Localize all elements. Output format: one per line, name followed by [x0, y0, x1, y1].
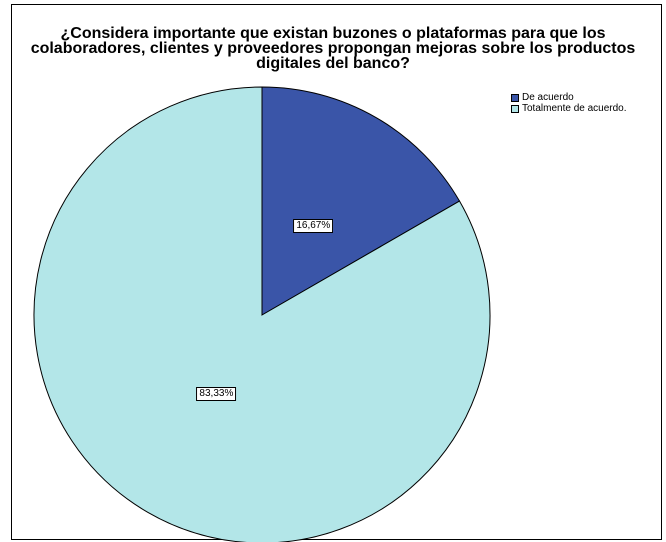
- legend-item-totalmente-de-acuerdo: Totalmente de acuerdo.: [511, 103, 627, 114]
- legend: De acuerdo Totalmente de acuerdo.: [511, 92, 627, 114]
- chart-title-line-2: colaboradores, clientes y proveedores pr…: [30, 40, 636, 57]
- chart-title-line-3: digitales del banco?: [256, 55, 410, 72]
- data-label: 83,33%: [196, 386, 237, 401]
- pie-slice-de-acuerdo: [261, 86, 461, 316]
- legend-item-de-acuerdo: De acuerdo: [511, 92, 627, 103]
- chart-title: ¿Considera importante que existan buzone…: [0, 25, 666, 72]
- legend-label: De acuerdo: [522, 92, 574, 103]
- legend-label: Totalmente de acuerdo.: [522, 103, 627, 114]
- legend-swatch: [511, 104, 519, 113]
- legend-swatch: [511, 93, 519, 102]
- data-label: 16,67%: [293, 219, 334, 234]
- pie-slice-totalmente-de-acuerdo: [33, 86, 491, 542]
- chart-title-line-1: ¿Considera importante que existan buzone…: [60, 25, 606, 42]
